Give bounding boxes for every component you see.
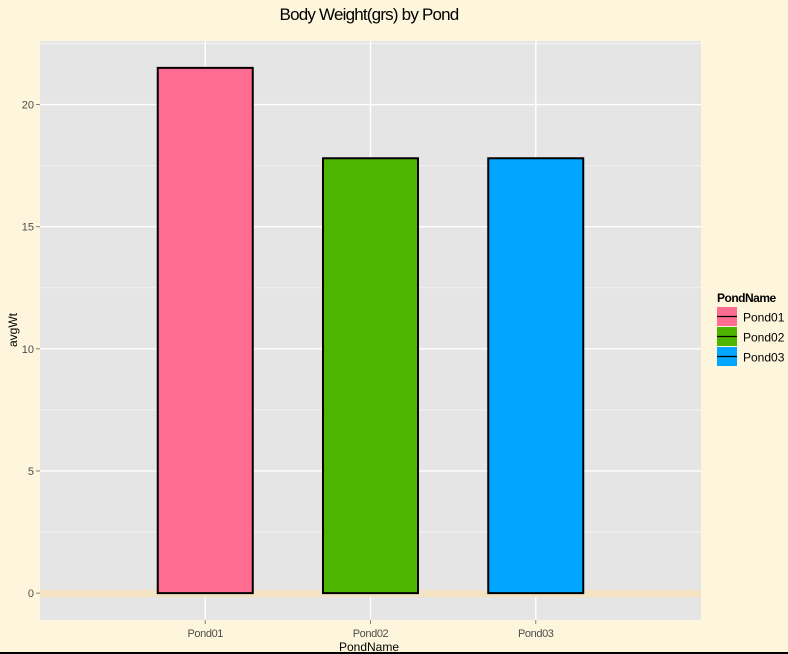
y-tick-label: 15 (22, 222, 34, 234)
x-tick-label: Pond01 (187, 628, 223, 640)
y-axis: 0 5 10 15 20 (22, 100, 40, 600)
y-axis-label: avgWt (6, 312, 20, 347)
chart-title: Body Weight(grs) by Pond (280, 5, 459, 24)
legend: PondName Pond01 Pond02 Pond03 (717, 291, 785, 366)
page-bottom-edge (0, 652, 788, 654)
y-tick-label: 10 (22, 344, 34, 356)
x-tick-label: Pond02 (353, 628, 389, 640)
bar-pond02 (322, 157, 419, 595)
x-axis-label: PondName (339, 640, 399, 654)
legend-label-pond01: Pond01 (743, 311, 785, 325)
bar-pond03 (487, 157, 585, 595)
bar-pond01 (156, 66, 254, 595)
x-axis: Pond01 Pond02 Pond03 (187, 620, 554, 640)
bars (156, 66, 585, 595)
y-tick-label: 5 (28, 466, 34, 478)
y-tick-label: 20 (22, 100, 34, 112)
legend-title: PondName (717, 291, 777, 305)
legend-label-pond02: Pond02 (743, 331, 785, 345)
y-tick-label: 0 (28, 588, 34, 600)
x-tick-label: Pond03 (518, 628, 554, 640)
legend-label-pond03: Pond03 (743, 351, 785, 365)
